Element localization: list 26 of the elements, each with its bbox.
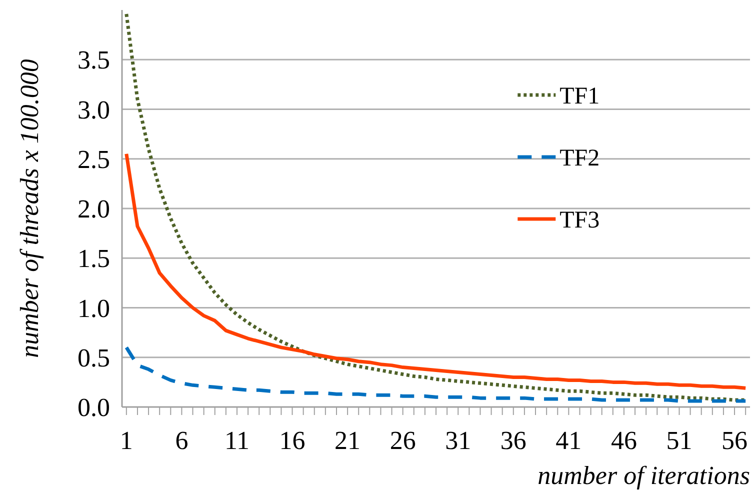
line-series [124, 346, 748, 403]
x-tick-label: 36 [500, 426, 526, 455]
x-tick-label: 6 [175, 426, 188, 455]
y-tick-label: 1.0 [78, 294, 110, 323]
x-tick-label: 31 [445, 426, 472, 455]
y-tick-label: 3.0 [78, 95, 110, 124]
x-tick-label: 11 [224, 426, 250, 455]
x-tick-label: 56 [722, 426, 748, 455]
y-tick-label: 2.0 [78, 194, 110, 224]
x-tick-label: 26 [390, 426, 416, 455]
x-tick-label: 46 [610, 426, 637, 455]
y-tick-label: 3.5 [78, 46, 110, 75]
legend-label: TF3 [560, 207, 600, 234]
x-tick-label: 41 [556, 426, 582, 455]
y-tick-label: 0.0 [78, 393, 110, 422]
x-tick-label: 51 [666, 426, 692, 455]
y-tick-label: 2.5 [78, 144, 110, 174]
x-tick-label: 16 [279, 426, 306, 455]
y-tick-label: 1.5 [78, 244, 110, 274]
legend-label: TF2 [560, 145, 600, 172]
legend-label: TF1 [560, 83, 600, 110]
x-tick-label: 21 [334, 426, 361, 455]
y-tick-label: 0.5 [78, 343, 110, 372]
y-axis-title: number of threads x 100.000 [15, 59, 44, 358]
x-tick-label: 1 [120, 426, 133, 455]
x-axis-title: number of iterations [538, 461, 750, 490]
